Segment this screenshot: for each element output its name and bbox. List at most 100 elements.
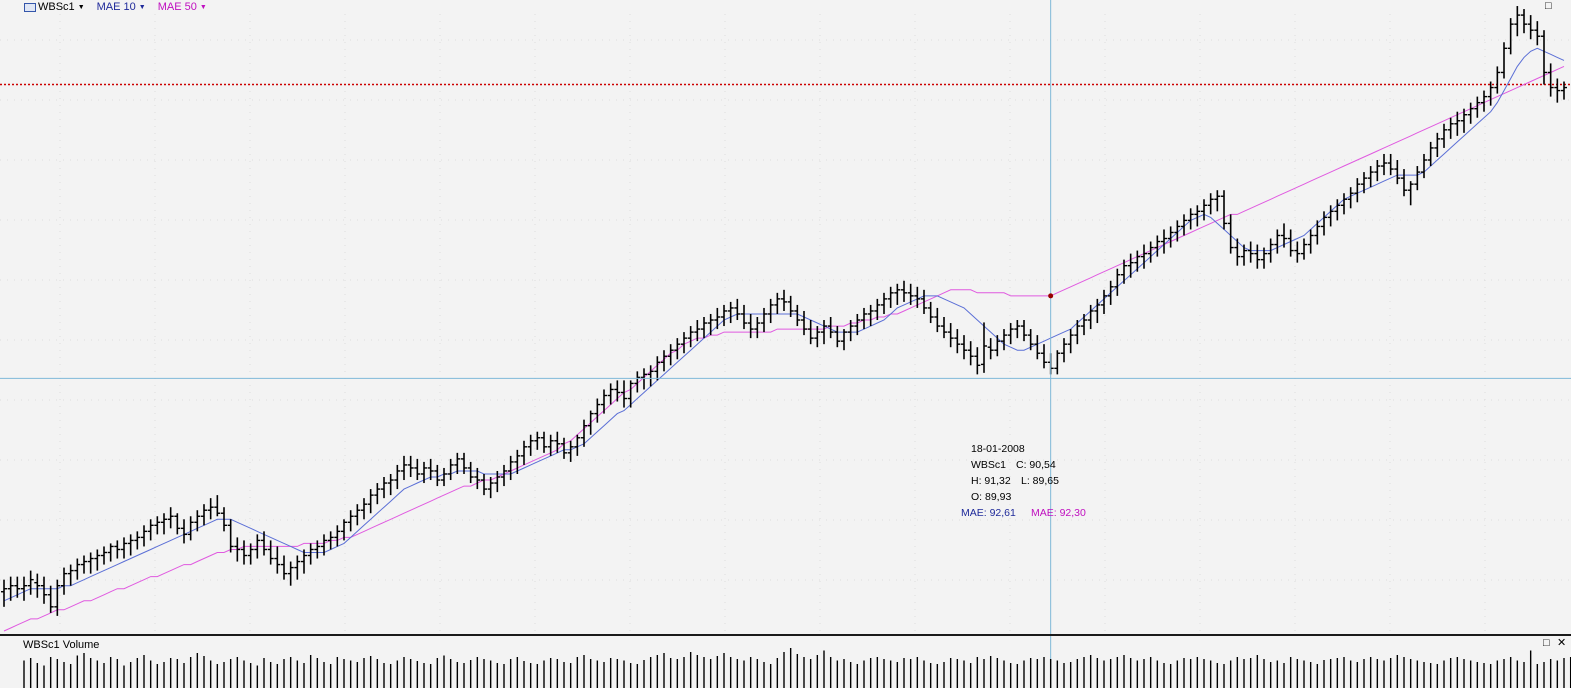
ohlc-bar <box>1561 81 1567 100</box>
ohlc-bar <box>1167 226 1174 248</box>
chevron-down-icon: ▼ <box>199 3 207 11</box>
ohlc-bar <box>894 283 901 305</box>
volume-maximize-button[interactable]: □ <box>1543 638 1550 649</box>
tooltip-mae10: MAE: 92,61 <box>961 507 1016 519</box>
ohlc-bar <box>1247 241 1254 263</box>
ohlc-bar <box>274 546 281 574</box>
ohlc-bar <box>521 440 527 465</box>
ohlc-bar <box>1221 190 1227 230</box>
ohlc-bar <box>827 317 834 339</box>
ohlc-bar <box>1194 205 1201 227</box>
price-maximize-button[interactable]: □ <box>1545 1 1552 12</box>
ohlc-bar <box>221 507 227 532</box>
ohlc-bar <box>1447 117 1454 139</box>
ohlc-bar <box>1501 42 1507 79</box>
ohlc-bar <box>1354 178 1361 203</box>
price-chart[interactable] <box>0 0 1571 634</box>
ohlc-bar <box>981 322 987 373</box>
ohlc-bar <box>514 449 521 474</box>
ohlc-bar <box>994 335 1001 357</box>
ohlc-bar <box>1441 123 1447 148</box>
ohlc-bar <box>841 329 847 351</box>
ohlc-bar <box>41 576 47 604</box>
maximize-icon: □ <box>1545 0 1552 12</box>
ohlc-bar <box>14 576 21 598</box>
ohlc-bar <box>1341 193 1347 215</box>
ohlc-bar <box>1061 338 1067 363</box>
ohlc-bar <box>1254 244 1261 269</box>
ohlc-bar <box>581 419 587 447</box>
ohlc-bar <box>194 510 201 532</box>
ohlc-bar <box>1241 244 1247 266</box>
volume-close-button[interactable]: ✕ <box>1557 638 1566 649</box>
ohlc-bar <box>567 440 574 462</box>
ohlc-bar <box>241 540 247 565</box>
ohlc-bar <box>921 289 927 314</box>
legend-mae50[interactable]: MAE 50 ▼ <box>158 1 207 13</box>
ohlc-bar <box>254 534 261 559</box>
ohlc-bar <box>774 292 781 314</box>
ohlc-bar <box>247 543 254 565</box>
ohlc-bar <box>967 341 974 366</box>
ohlc-bar <box>1187 208 1194 230</box>
ohlc-bar <box>481 473 487 496</box>
ohlc-bar <box>1101 289 1107 314</box>
ohlc-bar <box>354 504 361 526</box>
ohlc-bar <box>134 531 141 550</box>
ohlc-bar <box>1107 280 1114 305</box>
ohlc-bar <box>661 350 667 372</box>
ohlc-bar <box>881 292 887 314</box>
close-icon: ✕ <box>1557 637 1567 649</box>
legend-mae10-label: MAE 10 <box>96 1 136 13</box>
ohlc-bar <box>1301 238 1307 260</box>
crosshair-marker <box>1048 293 1054 299</box>
ohlc-bar <box>347 510 354 532</box>
volume-chart[interactable] <box>0 636 1571 688</box>
price-panel[interactable]: WBSc1 ▼ MAE 10 ▼ MAE 50 ▼ 18-01-2008 WBS… <box>0 0 1571 634</box>
ohlc-bar <box>1314 220 1321 245</box>
ohlc-bar <box>187 516 194 541</box>
ohlc-bar <box>87 552 94 574</box>
ohlc-bar <box>601 389 607 414</box>
ohlc-bar <box>267 540 274 565</box>
ohlc-bar <box>1114 268 1121 296</box>
ohlc-bar <box>847 320 854 342</box>
ohlc-bar <box>1541 30 1547 85</box>
ohlc-bar <box>34 573 41 598</box>
ohlc-bar <box>554 431 561 453</box>
legend: WBSc1 ▼ MAE 10 ▼ MAE 50 ▼ <box>24 1 219 13</box>
ohlc-bar <box>787 295 794 317</box>
ohlc-bars <box>1 6 1567 616</box>
ohlc-bar <box>761 307 767 333</box>
ohlc-bar <box>1 579 7 607</box>
ohlc-bar <box>594 398 601 423</box>
grid <box>0 14 1571 634</box>
ohlc-bar <box>401 455 407 481</box>
legend-mae10[interactable]: MAE 10 ▼ <box>97 1 146 13</box>
panel-divider[interactable] <box>0 634 1571 636</box>
ohlc-bar <box>954 329 961 354</box>
ohlc-bar <box>734 298 741 321</box>
ohlc-bar <box>147 519 154 541</box>
ohlc-bar <box>281 555 287 580</box>
ohlc-bar <box>714 307 721 330</box>
ohlc-bar <box>621 380 627 408</box>
ohlc-bar <box>721 304 727 327</box>
tooltip-open: O: 89,93 <box>971 491 1012 503</box>
ohlc-bar <box>114 540 121 559</box>
tooltip-mae50: MAE: 92,30 <box>1031 507 1086 519</box>
mae10-line <box>3 47 1565 602</box>
ohlc-bar <box>441 467 447 487</box>
ohlc-bar <box>1141 244 1147 269</box>
legend-series[interactable]: WBSc1 ▼ <box>24 1 85 13</box>
ohlc-bar <box>374 483 381 505</box>
ohlc-bar <box>1401 169 1407 197</box>
ohlc-bar <box>1421 153 1427 179</box>
volume-panel[interactable]: WBSc1 Volume □ ✕ <box>0 636 1571 688</box>
ohlc-bar <box>1034 335 1041 360</box>
ohlc-bar <box>1414 166 1421 191</box>
ohlc-bar <box>1007 323 1014 345</box>
ohlc-bar <box>1534 21 1541 46</box>
ohlc-bar <box>1201 199 1207 221</box>
ohlc-bar <box>447 458 454 481</box>
